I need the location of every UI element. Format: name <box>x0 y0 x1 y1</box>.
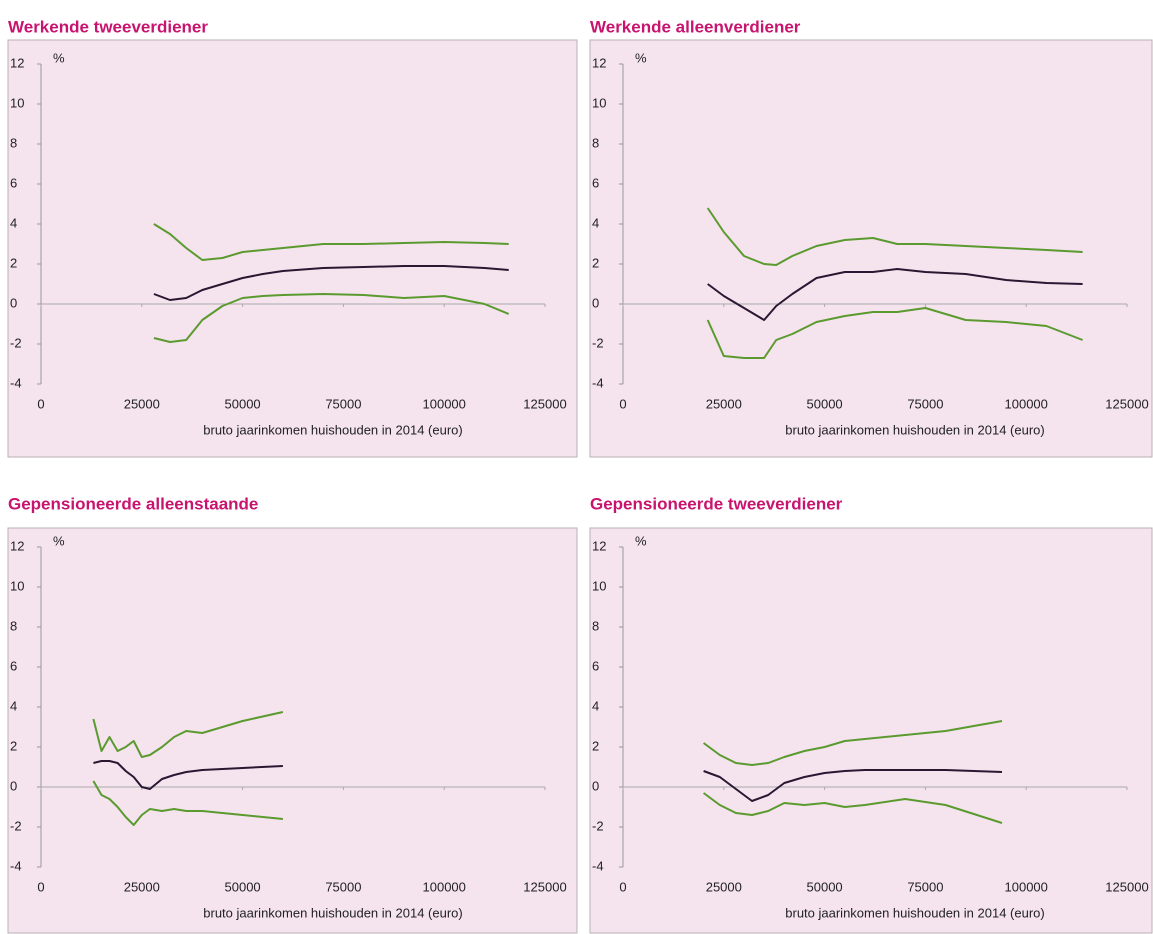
x-tick-label: 0 <box>619 879 626 894</box>
y-tick-label: 8 <box>592 135 599 150</box>
y-tick-label: 8 <box>592 618 599 633</box>
series-line <box>703 769 1003 802</box>
y-tick-label: 8 <box>10 618 17 633</box>
series-line <box>703 792 1003 824</box>
y-tick-label: 4 <box>10 215 17 230</box>
x-tick-label: 0 <box>619 396 626 411</box>
y-tick-label: 2 <box>10 738 17 753</box>
y-tick-label: -2 <box>592 818 604 833</box>
y-tick-label: 10 <box>10 95 24 110</box>
x-tick-label: 100000 <box>423 879 466 894</box>
y-tick-label: -4 <box>10 375 22 390</box>
x-tick-label: 75000 <box>907 396 943 411</box>
x-tick-label: 100000 <box>1005 879 1048 894</box>
series-line <box>706 307 1083 359</box>
series-line <box>707 268 1083 321</box>
y-tick-label: 6 <box>10 658 17 673</box>
y-tick-label: 0 <box>592 295 599 310</box>
x-tick-label: 75000 <box>325 879 361 894</box>
chart-title: Gepensioneerde alleenstaande <box>8 494 258 513</box>
x-tick-label: 25000 <box>706 879 742 894</box>
y-unit: % <box>635 533 647 548</box>
plot-background <box>589 39 1153 458</box>
x-tick-label: 50000 <box>225 879 261 894</box>
chart: Gepensioneerde alleenstaande% -4 -2 0 2 4 6 8 10… <box>7 494 578 934</box>
y-tick-label: -2 <box>10 818 22 833</box>
x-tick-label: 125000 <box>523 879 566 894</box>
y-tick-label: 0 <box>592 778 599 793</box>
chart-title: Werkende alleenverdiener <box>590 17 801 36</box>
y-unit: % <box>53 533 65 548</box>
y-unit: % <box>53 50 65 65</box>
series-line <box>703 720 1003 766</box>
chart: Werkende alleenverdiener% -4 -2 0 2 4 6 8 10 12 0 2… <box>589 17 1153 458</box>
y-tick-label: 4 <box>592 698 599 713</box>
y-tick-label: -2 <box>10 335 22 350</box>
series-line <box>93 760 283 790</box>
x-tick-label: 75000 <box>907 879 943 894</box>
y-tick-label: 12 <box>592 538 606 553</box>
x-tick-label: 75000 <box>325 396 361 411</box>
chart: Werkende tweeverdiener% -4 -2 0 2 4 6 8 10 12 0 250… <box>7 17 578 458</box>
y-tick-label: 10 <box>10 578 24 593</box>
series-line <box>153 223 509 261</box>
y-tick-label: -4 <box>10 858 22 873</box>
y-tick-label: -4 <box>592 858 604 873</box>
x-axis-label: bruto jaarinkomen huishouden in 2014 (eu… <box>785 905 1044 920</box>
x-axis-label: bruto jaarinkomen huishouden in 2014 (eu… <box>785 422 1044 437</box>
y-tick-label: 10 <box>592 95 606 110</box>
y-unit: % <box>635 50 647 65</box>
y-tick-label: 0 <box>10 295 17 310</box>
series-line <box>706 207 1083 266</box>
x-tick-label: 125000 <box>523 396 566 411</box>
plot-background <box>7 527 578 934</box>
plot-background <box>589 527 1153 934</box>
y-tick-label: 10 <box>592 578 606 593</box>
chart: Gepensioneerde tweeverdiener% -4 -2 0 2 4 6 8 10… <box>589 494 1153 934</box>
plot-background <box>7 39 578 458</box>
y-tick-label: -2 <box>592 335 604 350</box>
y-tick-label: 12 <box>592 55 606 70</box>
x-axis-label: bruto jaarinkomen huishouden in 2014 (eu… <box>203 422 462 437</box>
y-tick-label: 2 <box>592 255 599 270</box>
x-tick-label: 25000 <box>706 396 742 411</box>
y-tick-label: 8 <box>10 135 17 150</box>
x-tick-label: 50000 <box>807 879 843 894</box>
x-tick-label: 125000 <box>1105 396 1148 411</box>
y-tick-label: 12 <box>10 55 24 70</box>
series-line <box>153 265 509 301</box>
x-tick-label: 100000 <box>1005 396 1048 411</box>
y-tick-label: 2 <box>592 738 599 753</box>
x-tick-label: 25000 <box>124 879 160 894</box>
x-tick-label: 0 <box>37 879 44 894</box>
y-tick-label: 4 <box>10 698 17 713</box>
x-axis-label: bruto jaarinkomen huishouden in 2014 (eu… <box>203 905 462 920</box>
y-tick-label: 12 <box>10 538 24 553</box>
y-tick-label: 0 <box>10 778 17 793</box>
x-tick-label: 25000 <box>124 396 160 411</box>
y-tick-label: 6 <box>592 658 599 673</box>
y-tick-label: 6 <box>592 175 599 190</box>
y-tick-label: 6 <box>10 175 17 190</box>
series-line <box>153 293 510 343</box>
chart-title: Werkende tweeverdiener <box>8 17 208 36</box>
x-tick-label: 0 <box>37 396 44 411</box>
x-tick-label: 50000 <box>225 396 261 411</box>
x-tick-label: 125000 <box>1105 879 1148 894</box>
x-tick-label: 50000 <box>807 396 843 411</box>
x-tick-label: 100000 <box>423 396 466 411</box>
y-tick-label: 2 <box>10 255 17 270</box>
y-tick-label: 4 <box>592 215 599 230</box>
chart-title: Gepensioneerde tweeverdiener <box>590 494 843 513</box>
series-line <box>92 780 283 826</box>
y-tick-label: -4 <box>592 375 604 390</box>
series-line <box>92 711 284 758</box>
